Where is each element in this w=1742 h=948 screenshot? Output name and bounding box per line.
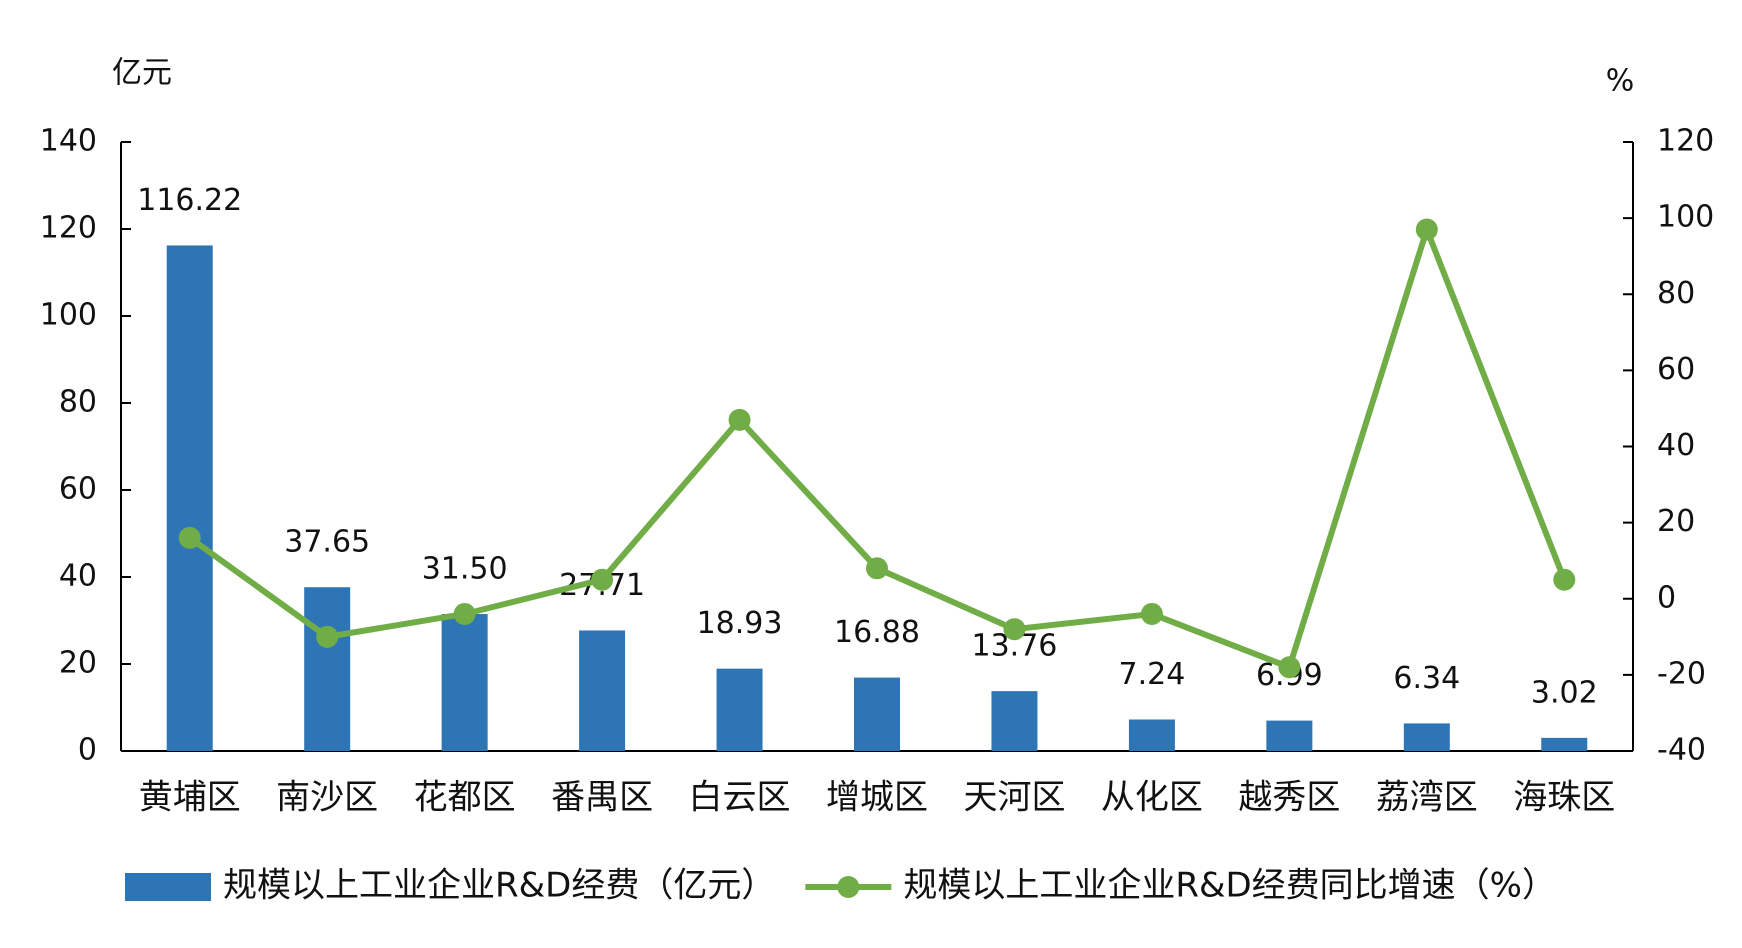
line-point xyxy=(1553,568,1576,591)
y2-tick-label: -20 xyxy=(1657,656,1706,691)
y2-tick-label: 100 xyxy=(1657,200,1714,235)
data-label: 16.88 xyxy=(834,615,920,650)
bar xyxy=(854,677,900,751)
y-axis-unit: 亿元 xyxy=(112,56,172,91)
bar xyxy=(441,613,488,751)
y2-tick-label: 20 xyxy=(1657,504,1695,539)
line-point xyxy=(1140,602,1163,625)
legend-swatch xyxy=(837,876,860,898)
x-tick-label: 南沙区 xyxy=(276,778,378,818)
x-tick-label: 番禺区 xyxy=(551,778,653,818)
y2-tick-label: 120 xyxy=(1657,124,1714,159)
line-point xyxy=(1278,656,1301,679)
bar xyxy=(1403,723,1450,751)
x-tick-label: 海珠区 xyxy=(1513,778,1615,818)
line-point xyxy=(178,526,201,549)
x-tick-label: 越秀区 xyxy=(1238,778,1340,818)
x-tick-label: 从化区 xyxy=(1101,778,1203,818)
y-tick-label: 60 xyxy=(59,472,97,507)
line-point xyxy=(728,408,751,431)
line-point xyxy=(316,625,339,648)
y-tick-label: 120 xyxy=(40,211,97,246)
x-tick-label: 花都区 xyxy=(414,778,516,818)
y-tick-label: 140 xyxy=(40,124,97,159)
bar xyxy=(166,245,213,751)
y-tick-label: 80 xyxy=(59,385,97,420)
y2-tick-label: 80 xyxy=(1657,276,1695,311)
y2-axis-unit: % xyxy=(1606,64,1635,99)
x-tick-label: 黄埔区 xyxy=(139,778,241,818)
y2-tick-label: 60 xyxy=(1657,352,1695,387)
x-tick-label: 荔湾区 xyxy=(1376,778,1478,818)
x-tick-label: 白云区 xyxy=(689,778,791,818)
data-label: 116.22 xyxy=(137,183,242,218)
bar xyxy=(1128,719,1175,751)
bar xyxy=(304,587,351,751)
y-tick-label: 0 xyxy=(78,733,97,768)
legend-label: 规模以上工业企业R&D经费同比增速（%） xyxy=(903,866,1556,906)
bar xyxy=(1266,720,1313,751)
line-point xyxy=(1003,618,1026,641)
y2-tick-label: 0 xyxy=(1657,580,1676,615)
x-tick-label: 天河区 xyxy=(963,778,1065,818)
line-point xyxy=(453,602,476,625)
bar xyxy=(1541,737,1588,751)
y-tick-label: 20 xyxy=(59,646,97,681)
data-label: 6.34 xyxy=(1393,661,1460,696)
bar xyxy=(716,668,763,751)
legend-swatch xyxy=(125,873,211,901)
data-label: 31.50 xyxy=(422,551,508,586)
data-label: 3.02 xyxy=(1531,675,1598,710)
y-tick-label: 40 xyxy=(59,559,97,594)
line xyxy=(187,226,1568,671)
legend-label: 规模以上工业企业R&D经费（亿元） xyxy=(223,866,775,906)
line-point xyxy=(591,568,614,591)
data-label: 7.24 xyxy=(1119,657,1186,692)
y2-tick-label: 40 xyxy=(1657,428,1695,463)
bar xyxy=(579,630,626,751)
data-label: 18.93 xyxy=(697,606,783,641)
x-tick-label: 增城区 xyxy=(826,778,928,818)
line-point xyxy=(866,557,888,580)
bar xyxy=(991,691,1038,751)
line-point xyxy=(1415,218,1438,241)
y2-tick-label: -40 xyxy=(1657,733,1706,768)
data-label: 37.65 xyxy=(284,525,370,560)
y-tick-label: 100 xyxy=(40,298,97,333)
